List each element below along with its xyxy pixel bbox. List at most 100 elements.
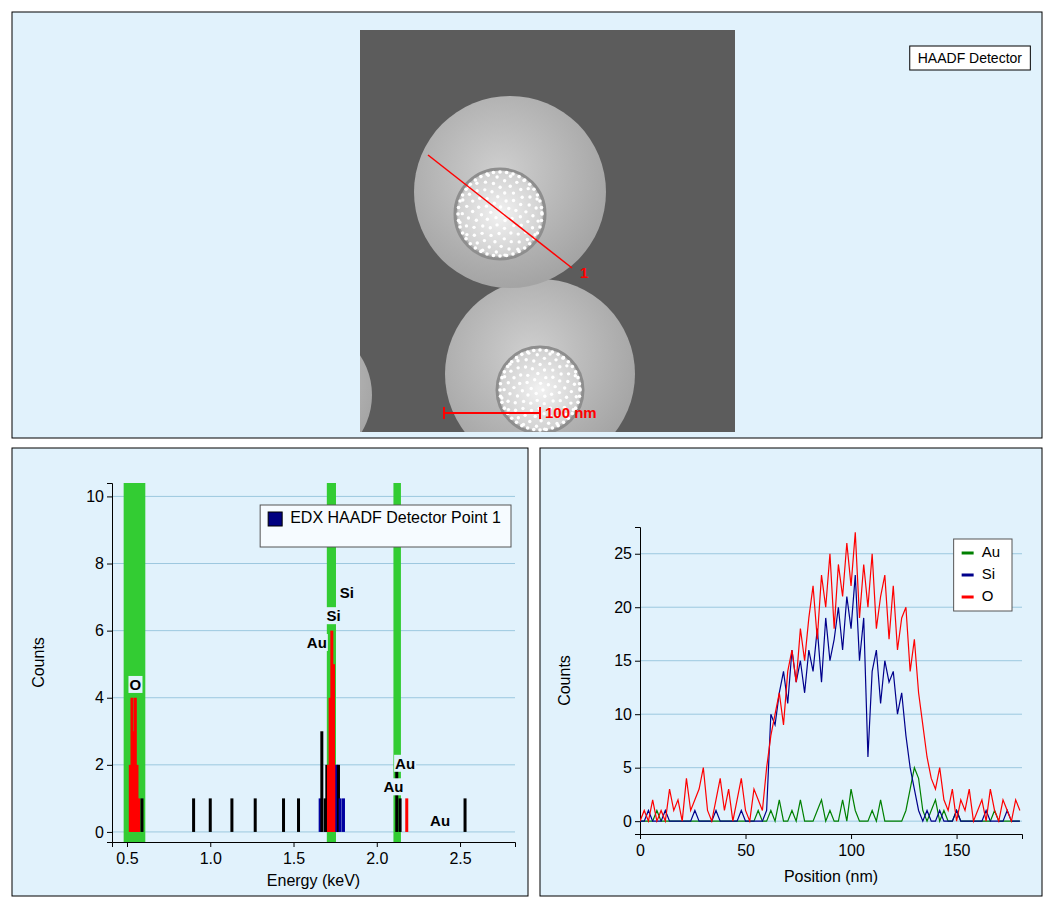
y-tick: 6 <box>95 622 112 639</box>
label-patch <box>306 634 328 651</box>
peak-labels: OSiSiAuAuAuAu <box>128 584 451 829</box>
gold-dot <box>480 232 483 235</box>
gold-dot <box>465 224 468 227</box>
gold-dot <box>498 388 502 392</box>
gold-dot <box>570 390 573 393</box>
gold-dot <box>512 199 515 202</box>
x-tick-mark <box>127 842 128 847</box>
peak-label: Au <box>395 755 415 772</box>
scale-bar: 100 nm <box>444 404 597 421</box>
gold-dot <box>558 365 561 368</box>
x-tick-label: 100 <box>838 842 865 859</box>
y-tick: 5 <box>623 759 640 776</box>
gold-dot <box>518 240 521 243</box>
y-axis: 0246810 <box>86 484 112 843</box>
label-patch <box>128 676 142 693</box>
legend-swatch <box>962 574 974 577</box>
haadf-image <box>360 30 735 432</box>
gold-dot <box>503 406 507 410</box>
y-tick: 10 <box>614 706 640 723</box>
x-tick-mark <box>460 842 461 847</box>
gold-dot <box>472 226 475 229</box>
y-tick-label: 15 <box>614 652 632 669</box>
gold-dot <box>461 193 465 197</box>
gold-dot <box>517 250 521 254</box>
y-tick-label: 10 <box>86 488 104 505</box>
x-tick: 150 <box>944 834 971 859</box>
gold-dot <box>538 225 542 229</box>
gold-dot <box>562 421 566 425</box>
gold-dot <box>522 400 525 403</box>
gold-dot <box>483 188 486 191</box>
x-tick-mark <box>210 842 211 847</box>
gold-dot <box>500 376 504 380</box>
gold-dot <box>566 380 569 383</box>
gold-dot <box>561 356 564 359</box>
gold-dot <box>461 231 465 235</box>
gold-dot <box>467 216 470 219</box>
gold-dot <box>533 378 536 381</box>
gold-dot <box>556 424 560 428</box>
legend-box <box>954 539 1012 611</box>
gold-dot <box>528 420 531 423</box>
gold-dot <box>526 393 529 396</box>
label-patch <box>382 778 404 795</box>
y-tick: 4 <box>95 689 112 706</box>
spectrum-bar <box>405 798 408 832</box>
gold-dot <box>526 220 529 223</box>
gold-dot <box>573 383 576 386</box>
gold-dot <box>499 245 502 248</box>
gold-dot <box>514 408 517 411</box>
y-axis-title: Counts <box>30 637 47 688</box>
gold-dot <box>503 179 506 182</box>
gold-dot <box>492 254 496 258</box>
gold-dot <box>548 362 551 365</box>
gold-dot <box>531 214 534 217</box>
gold-dot <box>525 381 528 384</box>
gold-dot <box>510 360 514 364</box>
image-background <box>360 30 735 432</box>
spectrum-bar <box>282 798 285 832</box>
gold-dot <box>556 353 560 357</box>
y-tick-mark <box>635 768 640 769</box>
y-tick-mark <box>107 564 112 565</box>
y-tick: 20 <box>614 599 640 616</box>
legend-swatch <box>268 512 282 526</box>
spectrum-bar <box>230 798 233 832</box>
gold-dot <box>492 171 496 175</box>
y-tick-mark <box>635 554 640 555</box>
y-tick-mark <box>107 496 112 497</box>
gold-dot <box>517 175 521 179</box>
grid-line <box>112 630 515 631</box>
peak-label: Au <box>430 812 450 829</box>
y-tick-label: 4 <box>95 689 104 706</box>
x-tick-label: 1.5 <box>283 850 305 867</box>
plot-marks <box>640 532 1020 821</box>
gold-dot <box>489 211 492 214</box>
gold-dot <box>485 252 489 256</box>
gold-dot <box>474 246 478 250</box>
gold-dot <box>518 382 521 385</box>
scale-bar-cap <box>539 407 541 419</box>
gold-dot <box>457 206 461 210</box>
gold-dot <box>544 376 547 379</box>
gold-dot <box>554 358 557 361</box>
line-scan <box>428 155 572 268</box>
gold-dot <box>526 426 530 430</box>
grid-line <box>640 767 1022 768</box>
page: 1100 nmHAADF Detector0.51.01.52.02.50246… <box>0 0 1054 908</box>
gold-dot <box>538 199 542 203</box>
gold-dot <box>519 188 522 191</box>
gold-dot <box>532 359 535 362</box>
gold-dot <box>565 364 568 367</box>
gold-dot <box>567 372 570 375</box>
gold-dot <box>551 426 555 430</box>
gold-dot <box>517 416 520 419</box>
gold-dot <box>578 394 582 398</box>
gold-dot <box>558 391 561 394</box>
gold-dot <box>511 252 515 256</box>
gold-dot <box>547 422 550 425</box>
gold-dot <box>536 231 540 235</box>
y-axis-title: Counts <box>556 655 573 706</box>
gold-dot <box>521 407 524 410</box>
